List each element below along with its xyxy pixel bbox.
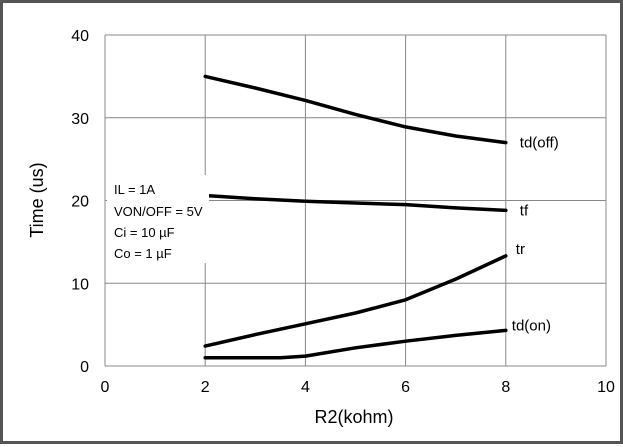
annotation-line-ci: Ci = 10 µF [114,225,175,240]
series-lines [203,74,508,360]
series-label-tr: tr [516,241,525,258]
x-tick-label-2: 4 [301,379,310,396]
y-tick-label-1: 10 [71,276,89,293]
annotation-line-von: VON/OFF = 5V [114,204,203,219]
x-tick-label-4: 8 [501,379,510,396]
series-labels: td(off) tf tr td(on) [512,135,559,335]
annotation-line-il: IL = 1A [114,182,155,197]
annotation-background [107,175,209,263]
conditions-annotation: IL = 1A VON/OFF = 5V Ci = 10 µF Co = 1 µ… [107,175,209,263]
series-line-tdon [203,328,508,360]
x-axis-title: R2(kohm) [314,407,393,427]
series-line-tr [203,254,508,348]
series-line-tdoff [203,74,508,145]
series-label-tf: tf [520,202,529,219]
series-label-tdon: td(on) [512,317,551,334]
y-tick-label-0: 0 [80,359,89,376]
y-tick-label-3: 30 [71,111,89,128]
line-chart: td(off) tf tr td(on) 0 2 4 6 8 10 0 10 20 30 40 IL = … [27,28,615,427]
y-tick-label-2: 20 [71,194,89,211]
x-tick-label-0: 0 [101,379,110,396]
y-axis-title: Time (us) [27,162,47,237]
series-label-tdoff: td(off) [520,135,559,152]
x-tick-label-3: 6 [401,379,410,396]
x-tick-label-5: 10 [597,379,615,396]
series-line-tf [203,193,508,213]
annotation-line-co: Co = 1 µF [114,246,172,261]
x-tick-label-1: 2 [201,379,210,396]
y-tick-label-4: 40 [71,28,89,45]
grid-lines [104,34,607,367]
tick-labels: 0 2 4 6 8 10 0 10 20 30 40 [71,28,615,396]
